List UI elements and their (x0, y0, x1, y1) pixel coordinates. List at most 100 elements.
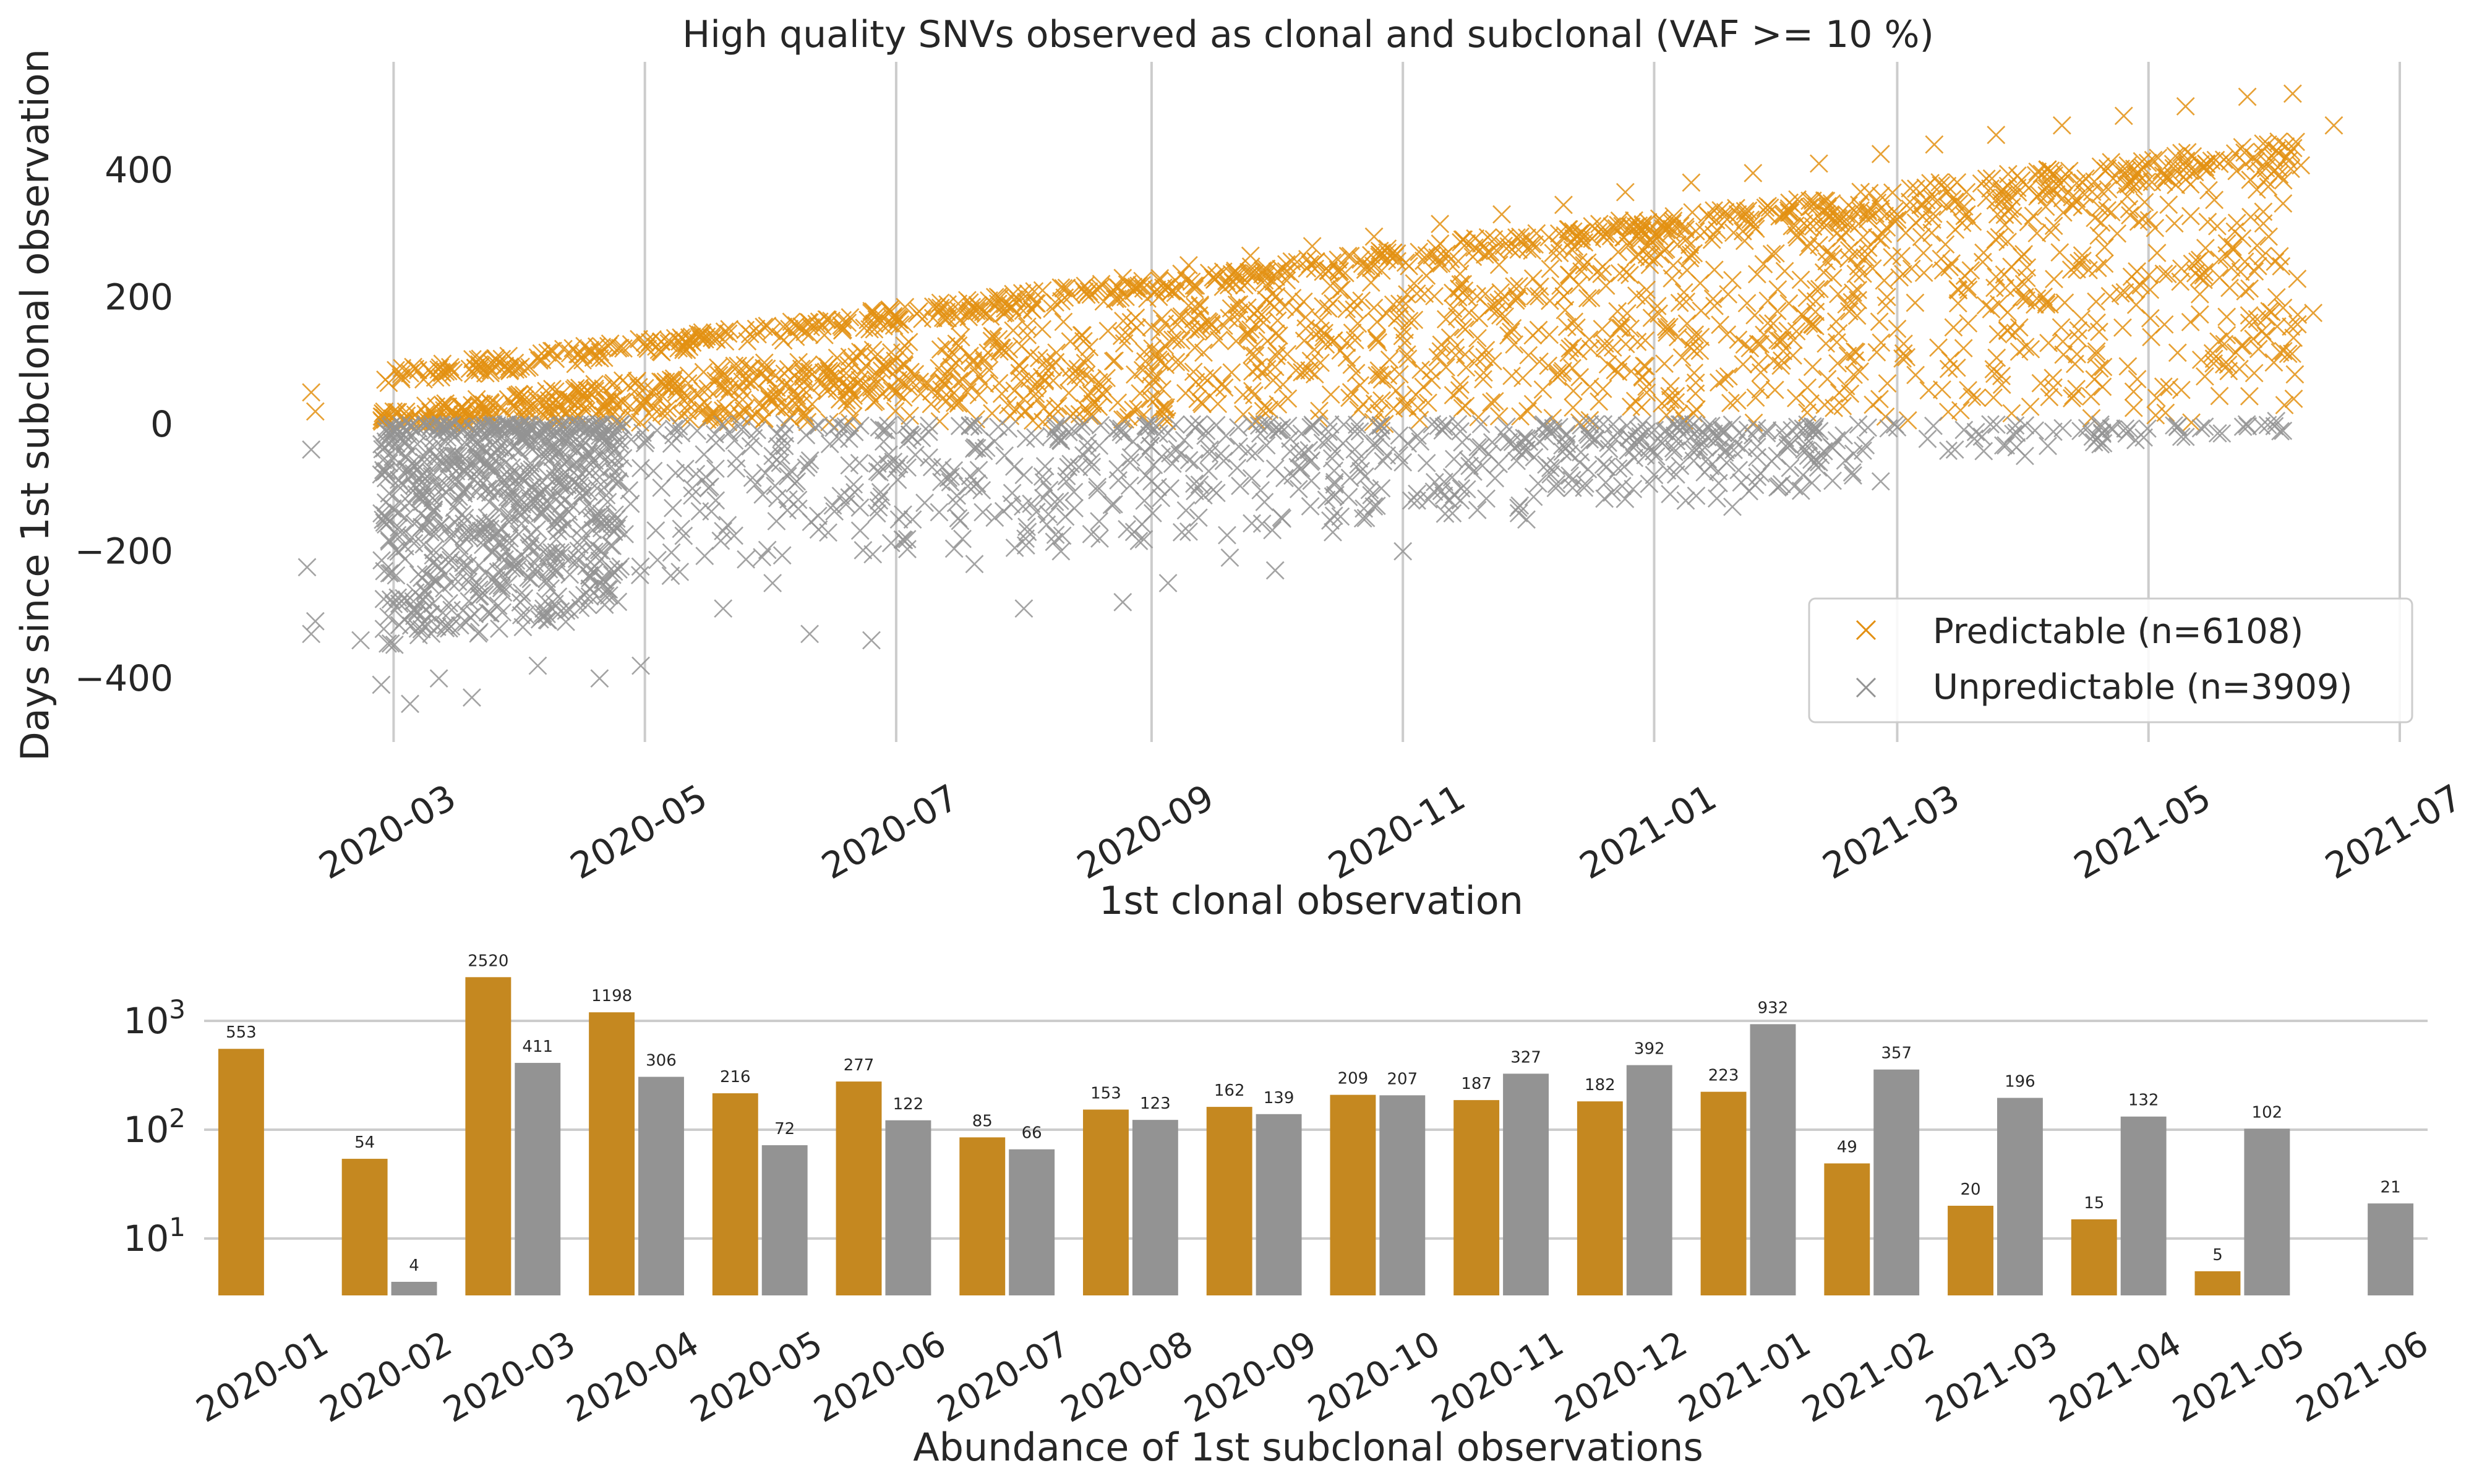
unpredictable-point (590, 459, 609, 479)
predictable-point (1998, 303, 2017, 322)
unpredictable-point (664, 419, 683, 438)
predictable-point (1851, 201, 1870, 220)
predictable-point (1744, 163, 1763, 182)
predictable-point (1361, 273, 1380, 292)
predictable-point (1052, 292, 1071, 311)
predictable-point (1655, 241, 1674, 260)
predictable-point (693, 326, 712, 344)
unpredictable-point (1393, 542, 1413, 561)
unpredictable-point (1324, 506, 1343, 525)
predictable-point (1946, 220, 1965, 239)
predictable-point (373, 407, 392, 427)
predictable-point (2016, 338, 2035, 356)
y-tick-label: −400 (75, 657, 173, 699)
unpredictable-point (434, 603, 452, 622)
predictable-point (983, 327, 1003, 346)
bar-predictable (836, 1081, 882, 1295)
predictable-point (2100, 286, 2120, 305)
unpredictable-point (1604, 415, 1623, 434)
unpredictable-point (1366, 438, 1385, 457)
unpredictable-point (1321, 511, 1340, 530)
predictable-point (1450, 381, 1469, 400)
unpredictable-point (2176, 427, 2195, 446)
unpredictable-point (2191, 419, 2211, 438)
unpredictable-point (463, 688, 481, 707)
unpredictable-point (540, 438, 559, 457)
predictable-point (1371, 245, 1390, 265)
predictable-point (2283, 84, 2302, 103)
predictable-point (1893, 265, 1912, 284)
predictable-point (2264, 353, 2284, 372)
predictable-point (1690, 341, 1710, 360)
unpredictable-point (448, 473, 468, 492)
predictable-point (1609, 216, 1628, 234)
predictable-point (930, 301, 949, 320)
unpredictable-point (1451, 491, 1470, 510)
bar-predictable (2194, 1271, 2241, 1295)
predictable-point (887, 383, 905, 402)
predictable-point (2139, 211, 2159, 229)
predictable-point (2115, 283, 2134, 302)
predictable-point (2182, 413, 2201, 432)
predictable-point (2158, 265, 2177, 284)
unpredictable-point (380, 531, 399, 550)
bar-unpredictable (761, 1145, 808, 1295)
unpredictable-point (683, 479, 702, 498)
predictable-point (2042, 223, 2060, 242)
predictable-point (1077, 285, 1096, 304)
predictable-point (1004, 321, 1023, 340)
unpredictable-point (782, 461, 800, 480)
predictable-point (1940, 258, 1959, 277)
predictable-point (755, 353, 774, 372)
unpredictable-point (593, 576, 612, 595)
predictable-point (2037, 293, 2056, 312)
predictable-point (581, 340, 600, 359)
unpredictable-point (374, 620, 393, 639)
unpredictable-point (421, 605, 440, 625)
predictable-point (2253, 142, 2272, 161)
predictable-point (1269, 395, 1288, 414)
unpredictable-point (476, 514, 495, 534)
bar-unpredictable (1379, 1095, 1426, 1295)
predictable-point (1380, 350, 1399, 369)
predictable-point (1209, 330, 1228, 349)
unpredictable-point (1372, 479, 1391, 498)
predictable-point (1011, 372, 1030, 391)
unpredictable-point (1377, 446, 1397, 465)
unpredictable-point (1783, 420, 1802, 440)
predictable-point (1241, 320, 1260, 339)
predictable-point (1142, 317, 1161, 336)
predictable-point (1741, 210, 1760, 229)
predictable-point (2210, 386, 2229, 406)
unpredictable-point (2015, 446, 2034, 466)
unpredictable-point (302, 440, 321, 459)
unpredictable-point (1255, 492, 1274, 511)
unpredictable-point (1189, 508, 1208, 527)
predictable-point (2159, 195, 2178, 214)
predictable-point (855, 318, 874, 338)
predictable-point (1054, 312, 1073, 331)
predictable-point (1664, 211, 1683, 231)
unpredictable-point (1408, 491, 1426, 510)
predictable-point (1335, 263, 1355, 283)
unpredictable-point (595, 595, 614, 614)
predictable-point (1338, 247, 1358, 265)
predictable-point (1858, 210, 1877, 229)
predictable-point (1364, 227, 1384, 246)
predictable-point (664, 369, 683, 388)
unpredictable-point (1045, 492, 1064, 511)
predictable-point (1112, 326, 1131, 346)
predictable-point (980, 360, 999, 380)
unpredictable-point (412, 466, 431, 485)
unpredictable-point (898, 540, 917, 558)
unpredictable-point (534, 599, 553, 618)
unpredictable-point (528, 520, 547, 539)
unpredictable-point (389, 477, 408, 496)
predictable-point (1370, 241, 1389, 260)
predictable-point (774, 317, 793, 336)
predictable-point (913, 310, 931, 328)
unpredictable-point (756, 464, 775, 483)
unpredictable-point (1214, 451, 1233, 471)
unpredictable-point (705, 425, 724, 444)
bar-x-axis-label: Abundance of 1st subclonal observations (913, 1425, 1703, 1470)
